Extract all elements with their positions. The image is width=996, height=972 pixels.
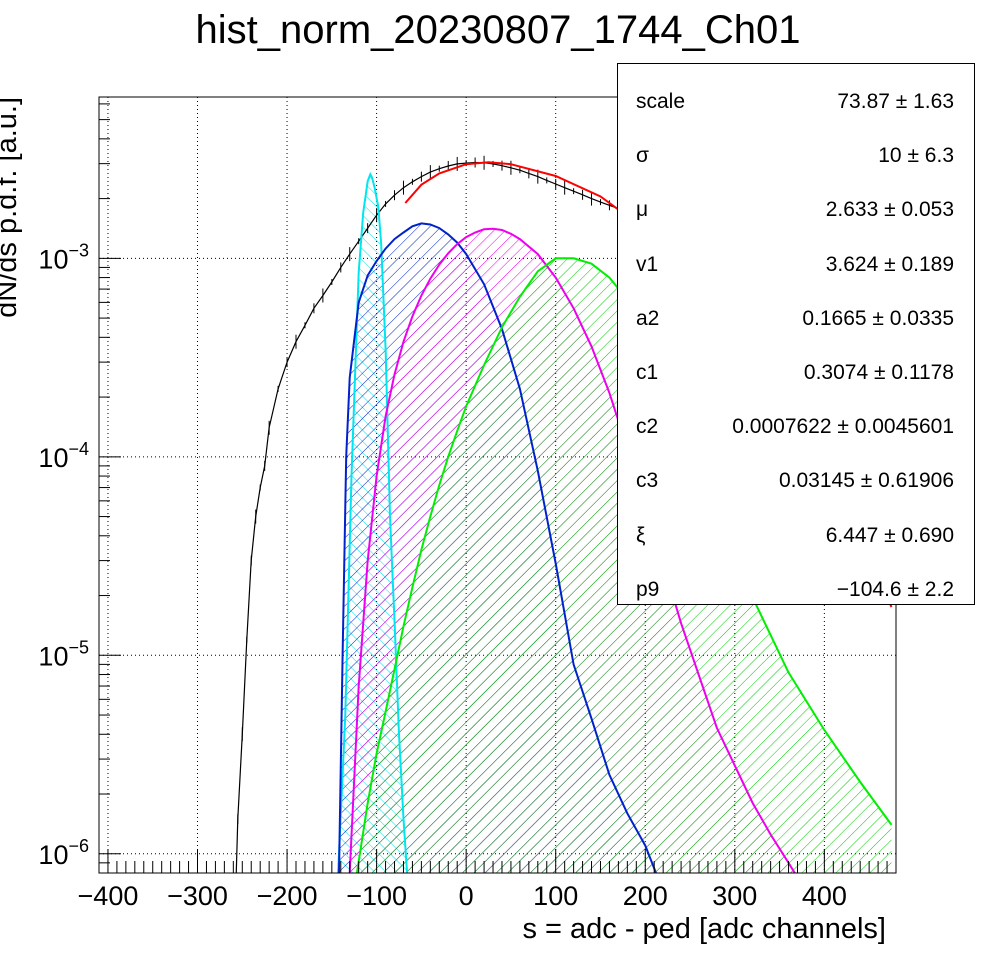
- stats-row: c1 0.3074 ± 0.1178: [618, 345, 974, 399]
- stats-param-value: 2.633 ± 0.053: [825, 198, 954, 222]
- stats-param-name: μ: [636, 198, 649, 222]
- stats-param-value: 0.1665 ± 0.0335: [802, 306, 954, 330]
- stats-row: c2 0.0007622 ± 0.0045601: [618, 399, 974, 453]
- x-tick-label: 300: [712, 881, 757, 911]
- stats-param-value: 3.624 ± 0.189: [825, 252, 954, 276]
- component-blue-line: [338, 222, 657, 873]
- stats-param-name: σ: [636, 144, 649, 168]
- stats-param-name: c2: [636, 415, 659, 439]
- stats-row: μ 2.633 ± 0.053: [618, 182, 974, 236]
- y-tick-label: 10−5: [38, 637, 89, 671]
- stats-row: σ 10 ± 6.3: [618, 128, 974, 182]
- stats-row: ξ 6.447 ± 0.690: [618, 508, 974, 562]
- stats-param-name: p9: [636, 577, 660, 601]
- stats-row: v1 3.624 ± 0.189: [618, 237, 974, 291]
- x-tick-label: −200: [257, 881, 318, 911]
- y-tick-label: 10−6: [38, 836, 89, 870]
- x-tick-label: 0: [459, 881, 474, 911]
- stats-row: c3 0.03145 ± 0.61906: [618, 453, 974, 507]
- stats-row: a2 0.1665 ± 0.0335: [618, 291, 974, 345]
- x-tick-label: 100: [533, 881, 578, 911]
- stats-param-name: a2: [636, 306, 660, 330]
- x-tick-label: −400: [78, 881, 139, 911]
- x-tick-label: −300: [167, 881, 228, 911]
- y-tick-label: 10−4: [38, 439, 89, 473]
- x-tick-label: 200: [623, 881, 668, 911]
- stats-param-value: 0.0007622 ± 0.0045601: [732, 415, 954, 439]
- stats-param-name: c1: [636, 361, 659, 384]
- stats-param-value: −104.6 ± 2.2: [836, 577, 954, 601]
- stats-param-name: scale: [636, 90, 686, 113]
- y-tick-label: 10−3: [38, 240, 89, 274]
- chart-title: hist_norm_20230807_1744_Ch01: [195, 8, 801, 52]
- stats-param-name: v1: [636, 252, 659, 276]
- stats-row: p9 −104.6 ± 2.2: [618, 562, 974, 616]
- stats-param-value: 0.03145 ± 0.61906: [778, 469, 954, 493]
- fit-stats-box: scale 73.87 ± 1.63 σ 10 ± 6.3 μ 2.633 ± 0.053…: [617, 63, 975, 605]
- x-axis-label: s = adc - ped [adc channels]: [522, 913, 886, 945]
- x-tick-label: 400: [802, 881, 847, 911]
- x-tick-label: −100: [346, 881, 407, 911]
- stats-param-name: ξ: [636, 523, 646, 547]
- stats-param-name: c3: [636, 469, 659, 493]
- y-axis-label: dN/ds p.d.f. [a.u.]: [0, 97, 23, 318]
- stats-param-value: 0.3074 ± 0.1178: [803, 361, 954, 384]
- stats-param-value: 6.447 ± 0.690: [825, 523, 954, 547]
- stats-row: scale 73.87 ± 1.63: [618, 74, 974, 128]
- stats-param-value: 10 ± 6.3: [878, 144, 954, 168]
- stats-param-value: 73.87 ± 1.63: [837, 90, 954, 113]
